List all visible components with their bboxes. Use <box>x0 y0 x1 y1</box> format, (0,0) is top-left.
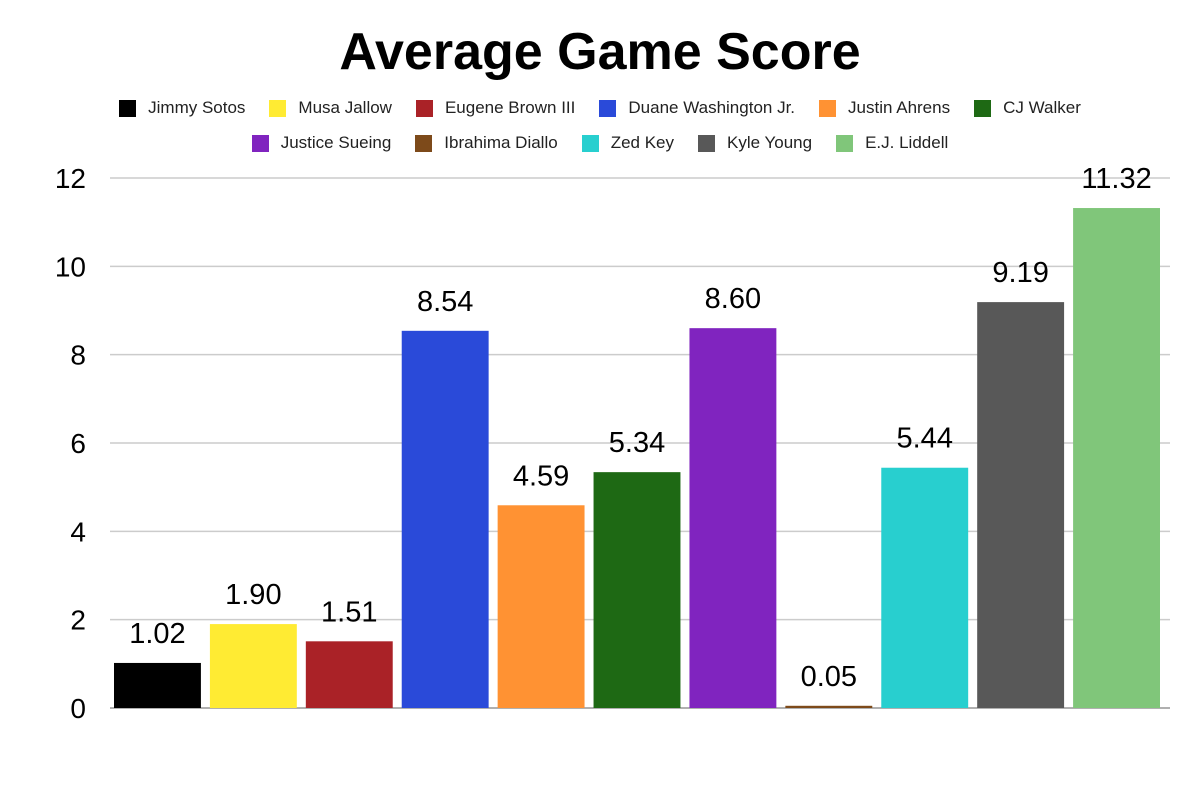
chart-title: Average Game Score <box>339 23 861 81</box>
legend-swatch <box>119 99 137 117</box>
legend-swatch <box>269 99 287 117</box>
y-tick-label-2: 2 <box>70 605 86 636</box>
bar-musa-jallow <box>209 624 297 708</box>
data-label-kyle-young: 9.19 <box>992 257 1048 289</box>
bar-ibrahima-diallo <box>785 705 873 708</box>
y-tick-label-12: 12 <box>55 163 86 194</box>
y-tick-label-8: 8 <box>70 340 86 371</box>
y-tick-label-6: 6 <box>70 428 86 459</box>
legend-label: Musa Jallow <box>298 98 392 117</box>
y-tick-label-10: 10 <box>55 251 86 282</box>
legend-item: Ibrahima Diallo <box>415 133 558 153</box>
legend-label: Duane Washington Jr. <box>628 98 796 117</box>
bar-kyle-young <box>977 302 1065 708</box>
legend-item: Justice Sueing <box>251 133 392 153</box>
data-label-eugene-brown-iii: 1.51 <box>321 596 377 628</box>
legend-item: E.J. Liddell <box>836 133 948 153</box>
legend-label: E.J. Liddell <box>865 133 949 152</box>
data-label-jimmy-sotos: 1.02 <box>129 618 185 650</box>
bar-zed-key <box>881 467 969 708</box>
bar-justice-sueing <box>689 328 777 708</box>
legend-swatch <box>974 99 992 117</box>
legend-item: Zed Key <box>581 133 674 153</box>
legend-swatch <box>581 134 599 152</box>
bar-eugene-brown-iii <box>305 641 393 708</box>
legend-item: Justin Ahrens <box>819 98 950 118</box>
legend-item: Eugene Brown III <box>415 98 576 118</box>
data-label-justin-ahrens: 4.59 <box>513 460 569 492</box>
legend-swatch <box>599 99 617 117</box>
legend-label: Ibrahima Diallo <box>444 133 558 152</box>
legend-label: Eugene Brown III <box>444 98 576 117</box>
legend-label: Kyle Young <box>727 133 813 152</box>
legend-label: Jimmy Sotos <box>148 98 246 117</box>
data-label-ibrahima-diallo: 0.05 <box>801 661 857 693</box>
legend-item: CJ Walker <box>974 98 1081 118</box>
legend-swatch <box>251 134 269 152</box>
y-tick-label-4: 4 <box>70 516 86 547</box>
legend-swatch <box>819 99 837 117</box>
legend-swatch <box>698 134 715 152</box>
data-label-duane-washington-jr-: 8.54 <box>417 286 473 318</box>
legend-swatch <box>415 99 433 117</box>
legend-row-2: Justice Sueing Ibrahima Diallo Zed Key Kyle… <box>0 133 1200 153</box>
bar-cj-walker <box>593 472 681 708</box>
legend-item: Duane Washington Jr. <box>599 98 795 118</box>
legend-swatch <box>836 134 854 152</box>
y-tick-label-0: 0 <box>70 693 86 724</box>
bar-justin-ahrens <box>497 505 585 708</box>
bar-jimmy-sotos <box>114 662 201 708</box>
legend-swatch <box>415 134 433 152</box>
data-label-e-j-liddell: 11.32 <box>1081 163 1151 195</box>
bar-e-j-liddell <box>1073 208 1160 709</box>
bar-duane-washington-jr- <box>401 330 489 708</box>
legend-label: Justin Ahrens <box>848 98 951 117</box>
legend-row-1: Jimmy Sotos Musa Jallow Eugene Brown III Du… <box>0 98 1200 118</box>
legend-label: Zed Key <box>610 133 674 152</box>
legend-item: Jimmy Sotos <box>119 98 245 118</box>
data-label-musa-jallow: 1.90 <box>225 579 281 611</box>
data-label-justice-sueing: 8.60 <box>705 283 761 315</box>
legend-item: Musa Jallow <box>269 98 392 118</box>
legend-label: CJ Walker <box>1003 98 1081 117</box>
legend-item: Kyle Young <box>698 133 812 153</box>
data-label-zed-key: 5.44 <box>897 423 953 455</box>
legend-label: Justice Sueing <box>280 133 392 152</box>
data-label-cj-walker: 5.34 <box>609 427 665 459</box>
